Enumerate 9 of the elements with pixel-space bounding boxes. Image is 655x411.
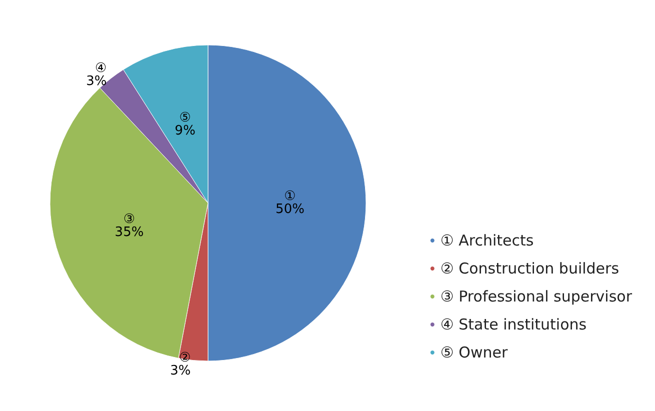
data-label: ③ 35% [114,212,144,240]
legend-label: ② Construction builders [440,260,620,278]
data-label: ① 50% [276,189,304,217]
legend-label: ⑤ Owner [440,344,508,362]
data-label: ⑤ 9% [174,110,196,138]
legend-label: ④ State institutions [440,316,587,334]
legend-label: ① Architects [440,232,534,250]
data-label: ④ 3% [86,60,107,89]
legend-label: ③ Professional supervisor [440,288,633,306]
